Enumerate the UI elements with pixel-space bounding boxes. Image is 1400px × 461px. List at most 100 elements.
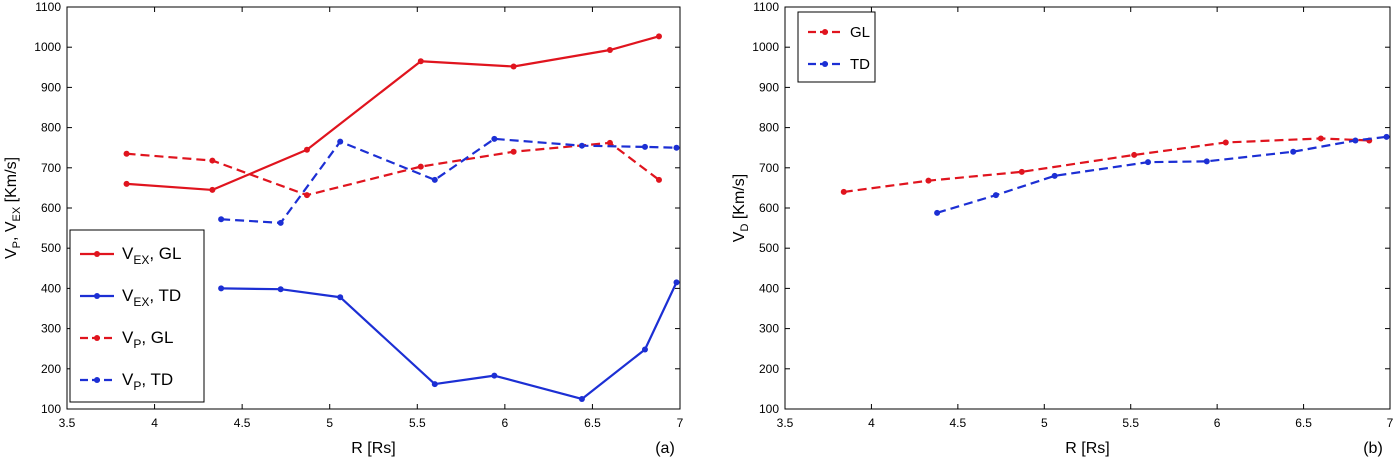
data-point bbox=[1317, 135, 1324, 142]
x-tick-label: 3.5 bbox=[777, 416, 794, 430]
data-point bbox=[277, 286, 284, 293]
data-point bbox=[655, 33, 662, 40]
data-point bbox=[218, 285, 225, 292]
y-tick-label: 300 bbox=[41, 322, 61, 336]
series-v-p-gl bbox=[123, 139, 662, 199]
x-tick-label: 6 bbox=[1214, 416, 1221, 430]
legend-label: VP, GL bbox=[122, 328, 173, 351]
data-point bbox=[510, 148, 517, 155]
legend-label: TD bbox=[850, 56, 870, 73]
data-point bbox=[337, 294, 344, 301]
y-tick-label: 900 bbox=[759, 80, 779, 94]
data-point bbox=[303, 192, 310, 199]
series-v-ex-gl bbox=[123, 33, 662, 193]
y-label-unit: [Km/s] bbox=[731, 174, 748, 224]
data-point bbox=[491, 135, 498, 142]
y-label-subscript: D bbox=[739, 224, 751, 232]
legend-box bbox=[69, 229, 205, 403]
data-point bbox=[209, 157, 216, 164]
y-tick-label: 1100 bbox=[753, 0, 779, 14]
data-point bbox=[209, 186, 216, 193]
legend-marker bbox=[822, 29, 828, 35]
legend-text: TD bbox=[850, 56, 870, 73]
x-tick-label: 4 bbox=[151, 416, 158, 430]
plot-frame bbox=[784, 6, 1391, 410]
data-point bbox=[123, 180, 130, 187]
data-point bbox=[606, 47, 613, 54]
chart-panel-a: 3.5 4 4.5 5 5.5 6 6.5 7 100 200 300 400 500 600 700 800… bbox=[3, 0, 684, 457]
y-tick-label: 200 bbox=[759, 362, 779, 376]
legend-subscript: P bbox=[133, 379, 141, 393]
data-point bbox=[925, 177, 932, 184]
data-point bbox=[431, 381, 438, 388]
y-label-subscript: EX bbox=[11, 206, 23, 221]
legend-box bbox=[797, 11, 876, 83]
y-label-part: V bbox=[3, 221, 20, 232]
legend-subscript: P bbox=[133, 337, 141, 351]
legend-marker bbox=[94, 377, 100, 383]
legend-text: V bbox=[122, 370, 134, 389]
legend-marker bbox=[94, 251, 100, 257]
data-point bbox=[277, 219, 284, 226]
chart-panel-b: 3.5 4 4.5 5 5.5 6 6.5 7 100 200 300 400 500 600 700 800… bbox=[731, 0, 1394, 457]
data-point bbox=[840, 188, 847, 195]
data-point bbox=[934, 209, 941, 216]
y-tick-label: 800 bbox=[759, 121, 779, 135]
series-line bbox=[221, 281, 678, 401]
x-tick-label: 4 bbox=[868, 416, 875, 430]
data-point bbox=[1018, 168, 1025, 175]
y-tick-label: 700 bbox=[759, 161, 779, 175]
legend-text: , GL bbox=[149, 244, 181, 263]
panel-label: (b) bbox=[1363, 440, 1383, 457]
legend-text: , GL bbox=[141, 328, 173, 347]
data-point bbox=[1131, 151, 1138, 158]
y-label-part: , bbox=[3, 232, 20, 241]
data-point bbox=[606, 139, 613, 146]
y-label-part: V bbox=[3, 248, 20, 259]
y-tick-label: 500 bbox=[41, 241, 61, 255]
data-point bbox=[1051, 172, 1058, 179]
data-point bbox=[641, 143, 648, 150]
data-point bbox=[1290, 148, 1297, 155]
series-v-p-td bbox=[218, 135, 680, 226]
y-label-part: V bbox=[731, 231, 748, 242]
y-tick-label: 400 bbox=[41, 281, 61, 295]
series-line bbox=[936, 135, 1387, 214]
x-tick-label: 7 bbox=[1387, 416, 1394, 430]
y-tick-label: 800 bbox=[41, 121, 61, 135]
data-point bbox=[303, 146, 310, 153]
x-axis-label: R [Rs] bbox=[1065, 440, 1109, 457]
x-tick-label: 4.5 bbox=[950, 416, 967, 430]
x-tick-label: 3.5 bbox=[59, 416, 76, 430]
data-point bbox=[417, 58, 424, 65]
y-tick-label: 700 bbox=[41, 161, 61, 175]
x-tick-label: 5.5 bbox=[409, 416, 426, 430]
y-axis-label: VP, VEX [Km/s] bbox=[3, 157, 23, 259]
data-point bbox=[491, 372, 498, 379]
legend-text: V bbox=[122, 244, 134, 263]
y-tick-label: 900 bbox=[41, 80, 61, 94]
legend-marker bbox=[822, 61, 828, 67]
y-tick-label: 300 bbox=[759, 322, 779, 336]
data-point bbox=[673, 279, 680, 286]
data-point bbox=[337, 138, 344, 145]
x-tick-label: 5 bbox=[1041, 416, 1048, 430]
x-tick-label: 5.5 bbox=[1122, 416, 1139, 430]
legend-label: GL bbox=[850, 24, 870, 41]
legend-subscript: EX bbox=[133, 295, 149, 309]
data-point bbox=[1222, 139, 1229, 146]
y-tick-label: 500 bbox=[759, 241, 779, 255]
data-point bbox=[578, 395, 585, 402]
legend-label: VP, TD bbox=[122, 370, 173, 393]
x-tick-label: 7 bbox=[677, 416, 684, 430]
x-tick-label: 4.5 bbox=[234, 416, 251, 430]
y-tick-label: 1000 bbox=[752, 40, 779, 54]
data-point bbox=[1203, 158, 1210, 165]
data-point bbox=[1383, 133, 1390, 140]
legend-marker bbox=[94, 335, 100, 341]
y-tick-label: 600 bbox=[759, 201, 779, 215]
series-td bbox=[934, 133, 1390, 216]
y-label-unit: [Km/s] bbox=[3, 157, 20, 207]
x-tick-label: 5 bbox=[326, 416, 333, 430]
